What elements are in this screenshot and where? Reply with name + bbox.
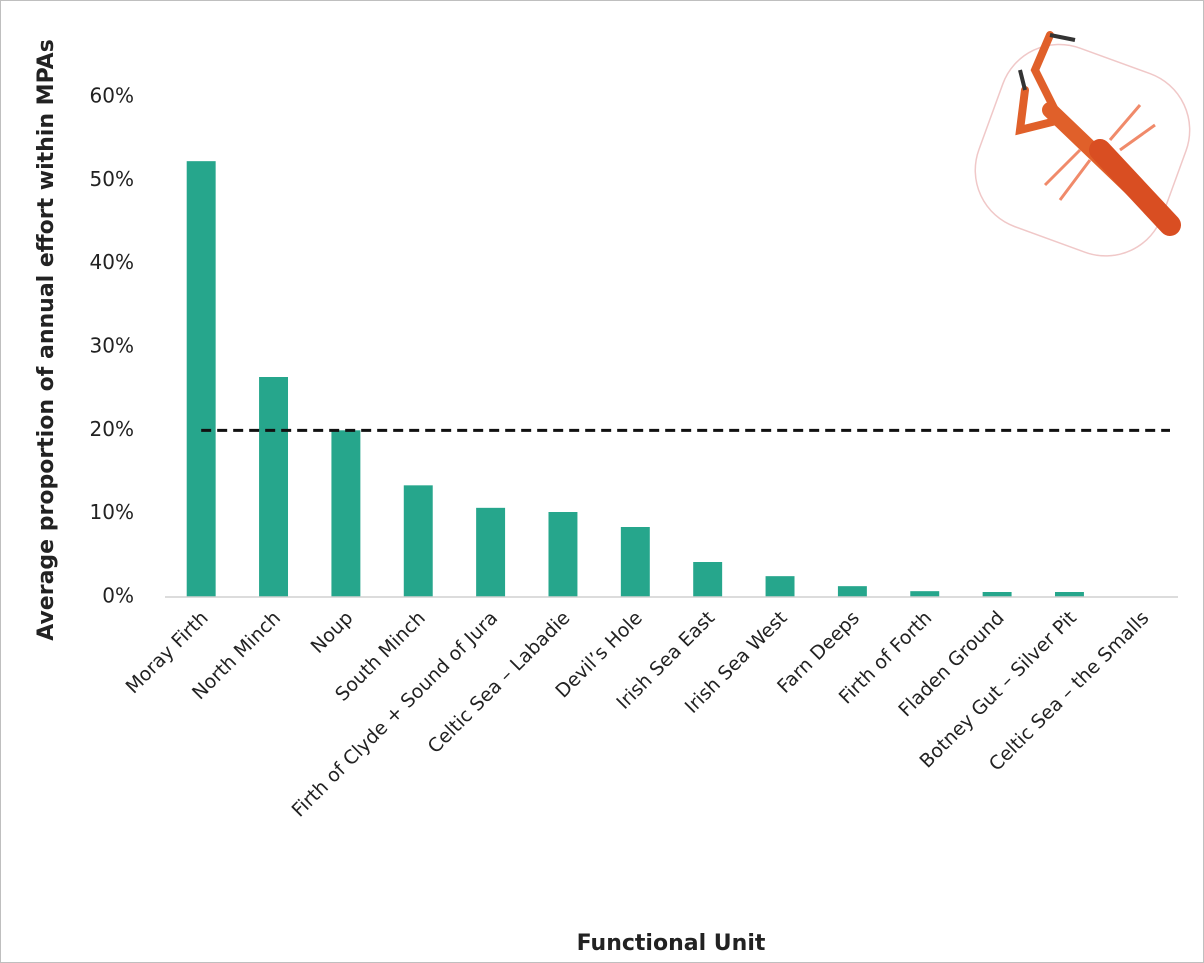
y-tick-label: 10% (90, 500, 134, 524)
bar (259, 377, 289, 597)
y-tick-label: 40% (90, 250, 134, 274)
lobster-illustration (974, 31, 1191, 257)
bar (837, 586, 867, 597)
bar (403, 485, 433, 597)
bar (186, 161, 216, 597)
x-axis-title: Functional Unit (577, 931, 766, 956)
bar (1054, 592, 1084, 597)
y-tick-label: 50% (90, 167, 134, 191)
y-axis-title: Average proportion of annual effort with… (34, 39, 59, 641)
bar (765, 576, 795, 597)
bar (331, 430, 361, 597)
y-tick-label: 30% (90, 334, 134, 358)
bar (693, 562, 723, 597)
y-tick-label: 0% (102, 584, 134, 608)
y-tick-label: 60% (90, 84, 134, 108)
bar (982, 592, 1012, 597)
y-tick-label: 20% (90, 417, 134, 441)
bar (548, 512, 578, 597)
bar (910, 591, 940, 597)
bar (476, 507, 506, 597)
bar (620, 527, 650, 597)
